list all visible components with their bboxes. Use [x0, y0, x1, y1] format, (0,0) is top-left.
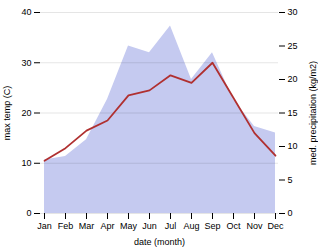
- svg-text:Nov: Nov: [246, 221, 263, 231]
- svg-text:20: 20: [288, 74, 298, 84]
- svg-text:40: 40: [21, 7, 31, 17]
- svg-text:10: 10: [21, 158, 31, 168]
- svg-text:Jun: Jun: [142, 221, 157, 231]
- svg-text:0: 0: [288, 208, 293, 218]
- svg-text:10: 10: [288, 141, 298, 151]
- svg-text:25: 25: [288, 41, 298, 51]
- svg-text:Jan: Jan: [37, 221, 52, 231]
- svg-text:Mar: Mar: [79, 221, 95, 231]
- svg-text:30: 30: [21, 58, 31, 68]
- svg-text:Apr: Apr: [100, 221, 114, 231]
- svg-text:15: 15: [288, 108, 298, 118]
- svg-text:Dec: Dec: [267, 221, 284, 231]
- svg-text:5: 5: [288, 175, 293, 185]
- svg-text:Aug: Aug: [183, 221, 199, 231]
- svg-text:med. precipitation (kg/m2): med. precipitation (kg/m2): [308, 61, 318, 165]
- svg-text:Feb: Feb: [58, 221, 74, 231]
- svg-text:Oct: Oct: [226, 221, 241, 231]
- svg-text:0: 0: [26, 208, 31, 218]
- svg-text:30: 30: [288, 7, 298, 17]
- svg-text:date (month): date (month): [134, 237, 185, 247]
- svg-text:Sep: Sep: [204, 221, 220, 231]
- svg-text:May: May: [120, 221, 138, 231]
- svg-text:max temp (C): max temp (C): [2, 86, 12, 141]
- svg-text:20: 20: [21, 108, 31, 118]
- svg-text:Jul: Jul: [165, 221, 177, 231]
